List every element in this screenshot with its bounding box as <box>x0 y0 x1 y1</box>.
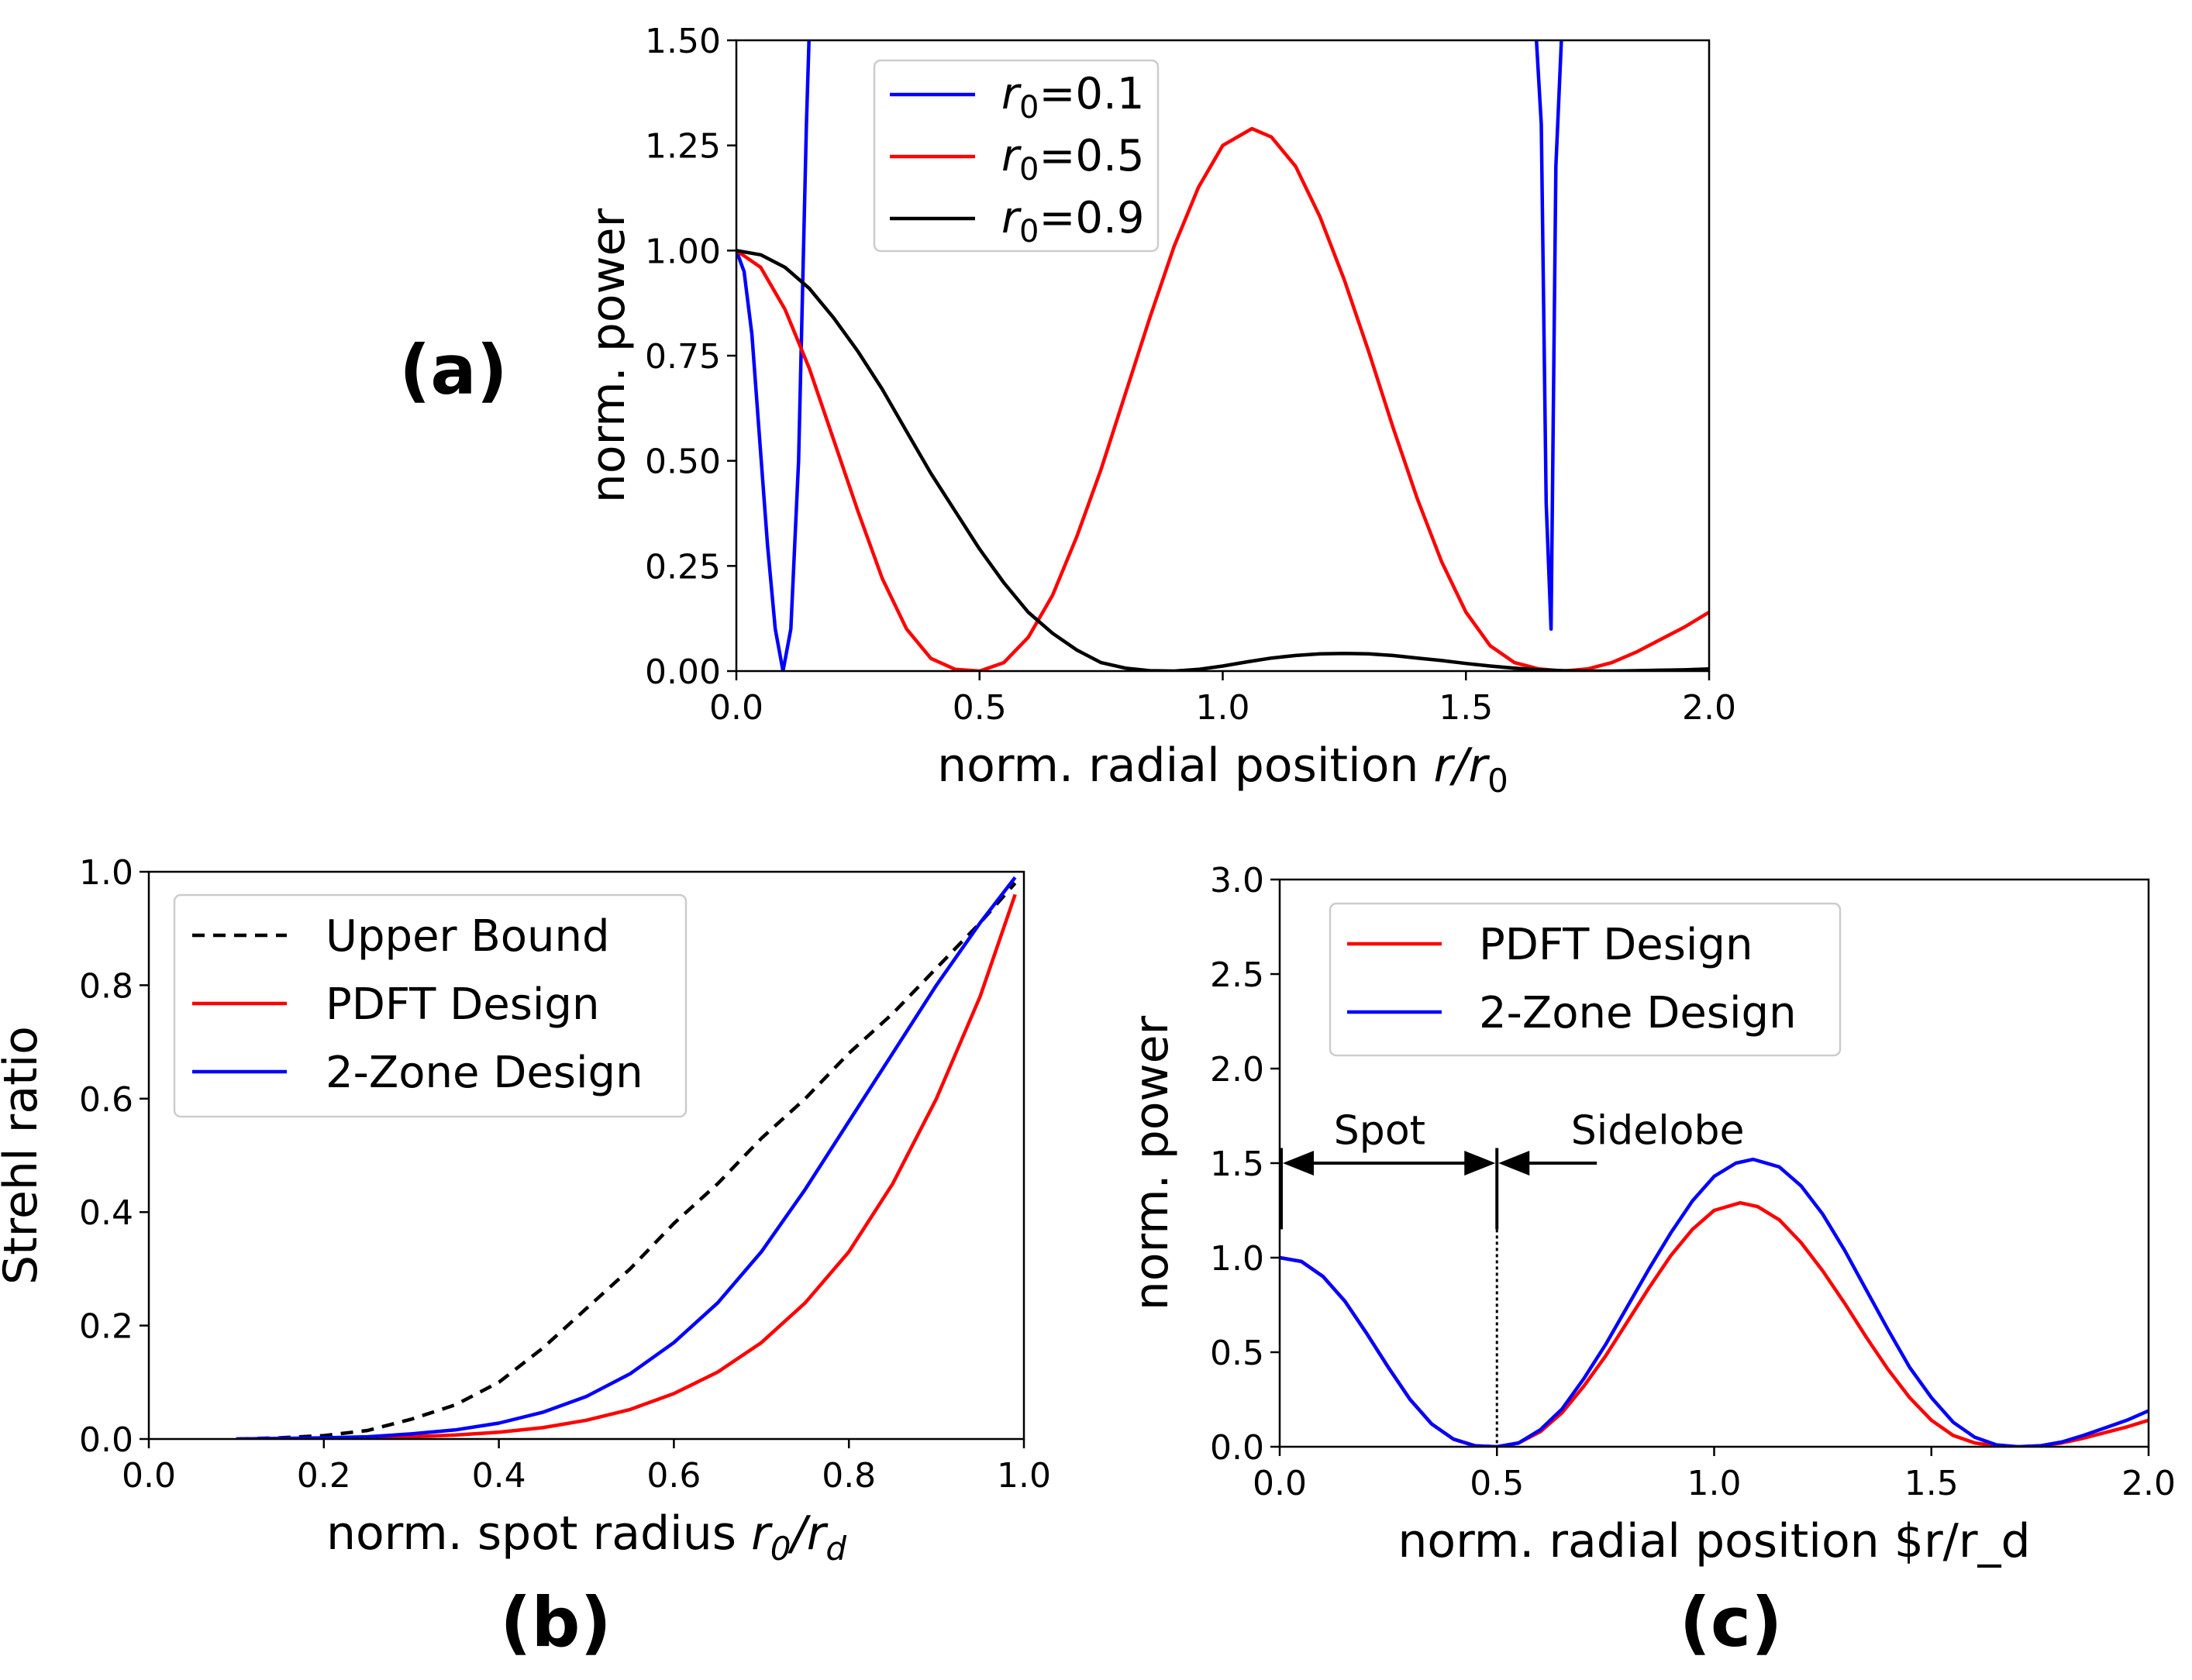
panel-c: 0.0 0.5 1.0 1.5 2.0 0.0 0.5 1.0 1.5 2.0 2.5 3.0 norm… <box>1125 861 2176 1662</box>
x-tick-label: 1.0 <box>1687 1464 1742 1503</box>
y-axis-label: Strehl ratio <box>0 1026 48 1285</box>
x-tick-label: 0.4 <box>472 1456 526 1496</box>
legend: PDFT Design 2-Zone Design <box>1329 902 1842 1057</box>
x-tick-label: 1.0 <box>997 1456 1051 1496</box>
x-tick-label: 0.5 <box>1470 1464 1524 1503</box>
x-axis-label: norm. spot radius r0/rd <box>326 1506 846 1568</box>
legend-label: 2-Zone Design <box>1479 988 1797 1038</box>
x-tick-label: 0.0 <box>709 688 763 728</box>
spot-arrow-head-left <box>1283 1151 1314 1176</box>
panel-b: 0.0 0.2 0.4 0.6 0.8 1.0 0.0 0.2 0.4 0.6 0.8 1.0 norm… <box>0 853 1051 1662</box>
y-tick-label: 2.5 <box>1210 955 1264 995</box>
series-line-pdft-design <box>1280 1200 2149 1447</box>
y-axis-label: norm. power <box>1125 1015 1179 1310</box>
y-tick-label: 1.0 <box>79 853 133 893</box>
series-line-2-zone-design <box>1280 1157 2149 1447</box>
y-tick-label: 0.25 <box>645 547 721 587</box>
y-tick-label: 1.5 <box>1210 1145 1264 1184</box>
y-axis-label: norm. power <box>581 208 636 503</box>
legend-label: PDFT Design <box>326 979 599 1030</box>
x-tick-label: 0.2 <box>297 1456 351 1496</box>
y-tick-label: 0.0 <box>79 1420 133 1460</box>
series-line-r0-0-1 <box>736 40 1563 671</box>
panel-a: 0.0 0.5 1.0 1.5 2.0 0.00 0.25 0.50 0.75 1.00 1.25 1… <box>399 22 1736 800</box>
x-axis-label: norm. radial position $r/r_d <box>1398 1514 2030 1568</box>
series-line-r0-0-9 <box>736 249 1709 671</box>
plot-area <box>1280 1157 2149 1447</box>
legend-frame <box>873 59 1160 253</box>
legend-label: Upper Bound <box>326 911 610 962</box>
x-tick-label: 0.8 <box>822 1456 876 1496</box>
x-tick-label: 0.6 <box>646 1456 701 1496</box>
y-tick-label: 1.25 <box>645 127 721 167</box>
legend-label: r0=0.1 <box>1001 69 1144 126</box>
annotations: Spot Sidelobe <box>1280 1108 1745 1447</box>
panel-label: (b) <box>500 1582 611 1662</box>
x-tick-label: 1.0 <box>1196 688 1250 728</box>
legend-label: r0=0.5 <box>1001 131 1144 188</box>
y-tick-label: 1.50 <box>645 22 721 61</box>
legend-frame <box>1329 902 1842 1057</box>
y-tick-label: 1.00 <box>645 232 721 271</box>
sidelobe-label: Sidelobe <box>1571 1108 1745 1155</box>
legend: Upper Bound PDFT Design 2-Zone Design <box>173 893 688 1118</box>
y-tick-label: 2.0 <box>1210 1050 1264 1090</box>
series-line-upper-bound <box>236 882 1017 1439</box>
y-tick-label: 0.0 <box>1210 1428 1264 1468</box>
x-tick-label: 2.0 <box>2121 1464 2176 1503</box>
legend-label: 2-Zone Design <box>326 1048 643 1098</box>
spot-label: Spot <box>1334 1108 1425 1155</box>
x-tick-label: 1.5 <box>1904 1464 1959 1503</box>
x-tick-label: 0.5 <box>953 688 1007 728</box>
plot-area <box>236 876 1017 1439</box>
legend-label: PDFT Design <box>1479 920 1753 970</box>
legend: r0=0.1r0=0.5r0=0.9 <box>873 59 1160 253</box>
x-tick-label: 0.0 <box>122 1456 176 1496</box>
series-line-2-zone-design <box>236 876 1017 1439</box>
panel-label: (a) <box>399 330 508 410</box>
x-tick-label: 1.5 <box>1439 688 1493 728</box>
y-tick-label: 0.50 <box>645 442 721 482</box>
y-tick-label: 0.5 <box>1210 1334 1264 1373</box>
y-tick-label: 0.6 <box>79 1080 133 1120</box>
panel-label: (c) <box>1680 1582 1783 1662</box>
y-tick-label: 3.0 <box>1210 861 1264 900</box>
sidelobe-arrow-head <box>1498 1151 1530 1176</box>
x-tick-label: 2.0 <box>1682 688 1736 728</box>
y-tick-label: 0.75 <box>645 337 721 377</box>
spot-arrow-head-right <box>1464 1151 1496 1176</box>
y-tick-label: 0.2 <box>79 1307 133 1347</box>
x-axis-label: norm. radial position r/r0 <box>937 738 1508 800</box>
y-tick-label: 0.00 <box>645 652 721 692</box>
legend-frame <box>173 893 688 1118</box>
axes-frame <box>147 870 1025 1441</box>
y-tick-label: 0.4 <box>79 1193 133 1233</box>
y-tick-label: 0.8 <box>79 966 133 1006</box>
y-tick-label: 1.0 <box>1210 1239 1264 1279</box>
legend-label: r0=0.9 <box>1001 193 1144 250</box>
x-tick-label: 0.0 <box>1253 1464 1307 1503</box>
